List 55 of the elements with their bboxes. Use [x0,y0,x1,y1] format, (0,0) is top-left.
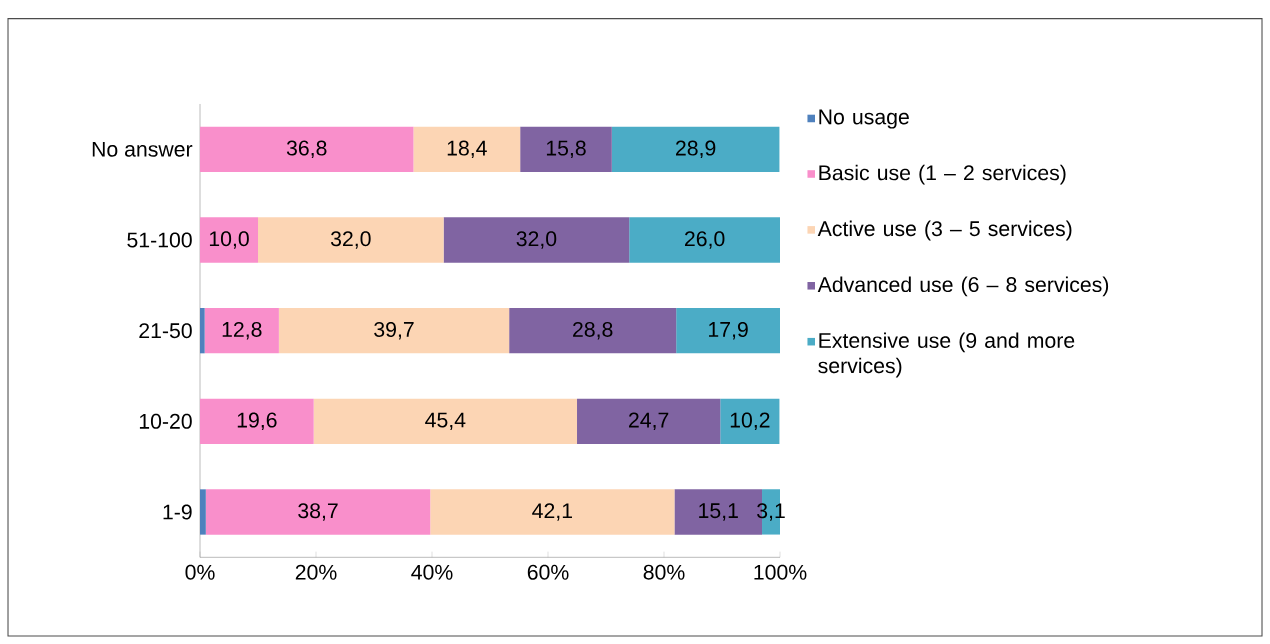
data-label: 32,0 [516,231,557,249]
x-tick-label: 80% [643,564,685,580]
bar [200,217,259,263]
bar [413,126,521,172]
data-label: 19,6 [237,412,277,431]
y-tick-label: No answer [92,141,193,157]
data-label: 15,1 [699,503,738,521]
bar [430,489,675,535]
x-tick-label: 40% [411,564,453,580]
bar [200,307,205,354]
bar [509,307,677,354]
data-label: 10,2 [730,412,770,431]
data-label: 32,0 [330,231,371,249]
legend-label: Basic use (1 – 2 services) [819,164,1066,185]
bar [204,307,279,354]
bar [611,126,780,172]
legend-label: No usage [819,109,909,129]
data-label: 18,4 [447,140,487,159]
legend-label: Extensive use (9 and more services) [818,332,1075,378]
x-tick-label: 20% [295,564,337,580]
bar [520,126,612,172]
x-tick-label: 60% [527,564,569,580]
data-label: 12,8 [222,321,262,340]
data-label: 45,4 [425,412,466,430]
y-tick-label: 51-100 [127,232,192,248]
bar [200,126,414,172]
data-label: 42,1 [532,503,572,521]
data-label: 28,8 [573,321,613,340]
data-label: 15,8 [546,140,586,159]
bar [200,398,314,444]
data-label: 17,9 [709,321,748,340]
x-tick-label: 100% [754,564,807,580]
bar [313,398,578,444]
data-label: 26,0 [684,231,725,249]
y-tick-label: 1-9 [163,504,192,520]
data-label: 10,0 [209,231,249,249]
bar [676,307,781,354]
bar [443,217,630,263]
data-label: 39,7 [374,321,414,340]
y-tick-label: 10-20 [139,413,192,429]
data-label: 36,8 [286,140,327,159]
bar [200,489,206,535]
bar [205,489,431,535]
legend-label: Active use (3 – 5 services) [817,220,1072,241]
y-tick-label: 21-50 [139,323,192,339]
bar [278,307,510,354]
bar [720,398,780,444]
legend-label: Advanced use (6 – 8 services) [817,276,1109,297]
x-tick-label: 0% [185,564,215,580]
bar [577,398,721,444]
bar [629,217,781,263]
data-label: 24,7 [629,412,669,431]
data-label: 38,7 [298,503,338,521]
data-label: 28,9 [676,140,716,159]
bar [258,217,444,263]
